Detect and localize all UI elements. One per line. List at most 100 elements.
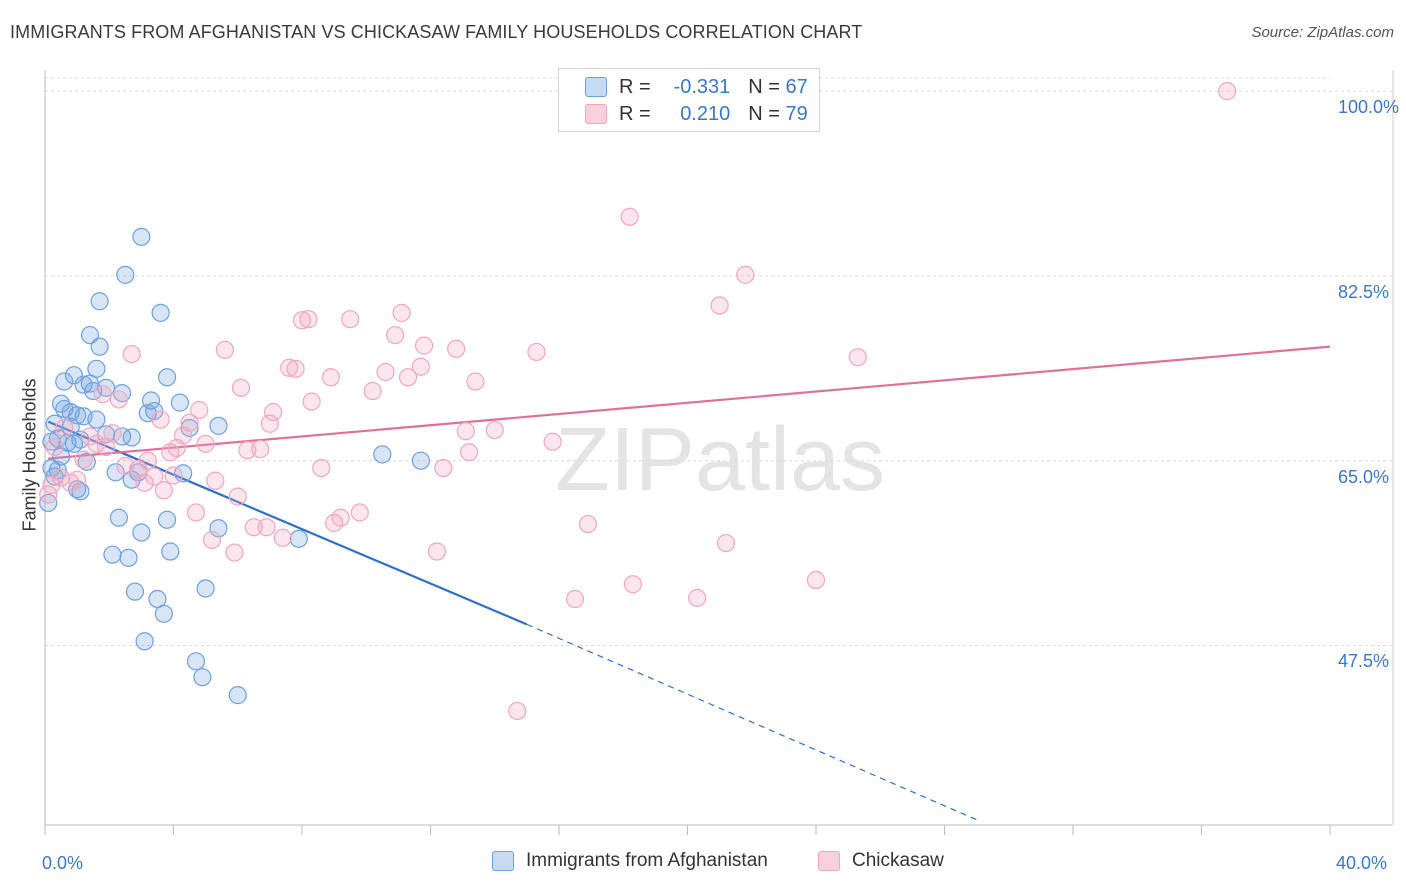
- y-tick-label: 82.5%: [1338, 281, 1390, 302]
- data-point: [263, 403, 283, 422]
- data-point: [106, 463, 125, 482]
- data-point: [299, 310, 318, 329]
- data-point: [543, 432, 562, 451]
- data-point: [280, 358, 299, 377]
- data-point: [331, 508, 350, 527]
- axes: [44, 70, 1394, 835]
- data-point: [292, 311, 312, 330]
- data-point: [87, 359, 106, 378]
- legend-r-label: R =: [619, 75, 651, 98]
- data-point: [209, 519, 228, 538]
- data-point: [411, 357, 430, 376]
- data-point: [157, 510, 177, 529]
- data-point: [1218, 82, 1237, 101]
- data-point: [122, 344, 141, 364]
- chart-source: Source: ZipAtlas.com: [1251, 24, 1394, 41]
- data-point: [112, 427, 132, 446]
- data-point: [225, 543, 244, 562]
- data-point: [527, 342, 546, 362]
- data-point: [251, 439, 270, 459]
- data-point: [93, 385, 112, 404]
- data-point: [42, 475, 61, 495]
- data-point: [466, 372, 485, 391]
- data-point: [312, 458, 331, 478]
- data-point: [688, 588, 707, 608]
- data-point: [109, 508, 128, 527]
- series-legend-label: Chickasaw: [852, 850, 944, 871]
- data-point: [736, 265, 755, 284]
- x-tick-label-min: 0.0%: [42, 853, 84, 873]
- data-point: [170, 393, 190, 412]
- y-tick-label: 100.0%: [1338, 97, 1400, 118]
- data-point: [427, 542, 447, 561]
- data-point: [508, 701, 527, 721]
- data-point: [578, 514, 598, 534]
- data-point: [103, 545, 122, 564]
- data-point: [141, 391, 161, 410]
- data-point: [398, 368, 418, 387]
- data-point: [145, 467, 164, 486]
- series-legend-afghanistan: Immigrants from Afghanistan: [492, 850, 768, 872]
- data-point: [286, 359, 305, 378]
- data-point: [51, 468, 71, 487]
- data-point: [244, 518, 263, 537]
- grid-lines: [45, 77, 1392, 646]
- chart-title: IMMIGRANTS FROM AFGHANISTAN VS CHICKASAW…: [10, 22, 863, 42]
- legend-swatch-blue: [585, 77, 607, 97]
- data-point: [80, 427, 100, 446]
- legend-r-label: R =: [619, 102, 651, 125]
- data-point: [716, 533, 736, 553]
- data-point: [386, 325, 405, 345]
- data-point: [154, 481, 173, 500]
- data-point: [196, 579, 215, 598]
- x-tick-label-max: 40.0%: [1336, 853, 1388, 873]
- trend-lines: [47, 345, 1331, 821]
- data-point: [87, 434, 106, 453]
- data-point: [103, 424, 122, 443]
- data-point: [806, 570, 826, 590]
- data-point: [257, 518, 276, 537]
- legend-n-value: 79: [785, 102, 808, 125]
- data-point: [55, 372, 74, 391]
- data-point: [119, 548, 138, 567]
- trend-line-0: [47, 420, 528, 626]
- legend-swatch-pink: [585, 104, 607, 124]
- data-point: [186, 652, 206, 671]
- data-point: [231, 378, 251, 397]
- data-point: [90, 292, 109, 311]
- data-point: [151, 410, 170, 429]
- data-point: [411, 451, 430, 470]
- series-legend-label: Immigrants from Afghanistan: [526, 850, 768, 871]
- series-afghanistan-points: [39, 227, 430, 705]
- data-point: [202, 530, 222, 549]
- data-point: [190, 400, 209, 420]
- data-point: [154, 604, 173, 623]
- data-point: [64, 366, 84, 385]
- legend-n-label: N =: [748, 75, 780, 98]
- data-point: [363, 381, 382, 401]
- legend-r-value: 0.210: [680, 102, 731, 125]
- data-point: [132, 523, 151, 542]
- data-point: [228, 686, 247, 705]
- data-point: [90, 337, 109, 356]
- data-point: [196, 434, 215, 453]
- trend-line-extension-0: [526, 623, 977, 821]
- data-point: [180, 413, 199, 432]
- data-point: [485, 420, 504, 440]
- series-legend-swatch-blue: [492, 851, 514, 871]
- data-point: [392, 303, 411, 322]
- data-point: [273, 528, 292, 547]
- data-point: [68, 406, 87, 425]
- trend-line-1: [48, 345, 1331, 460]
- data-point: [447, 339, 466, 358]
- data-point: [215, 340, 234, 359]
- legend-row-chickasaw: R = 0.210 N = 79: [585, 102, 808, 126]
- data-point: [180, 418, 199, 438]
- y-axis-label: Family Households: [19, 378, 40, 532]
- data-point: [459, 443, 479, 462]
- data-point: [74, 450, 93, 469]
- data-point: [138, 451, 157, 470]
- data-point: [122, 428, 141, 447]
- legend-row-afghanistan: R = -0.331 N = 67: [585, 75, 808, 99]
- data-point: [206, 471, 225, 490]
